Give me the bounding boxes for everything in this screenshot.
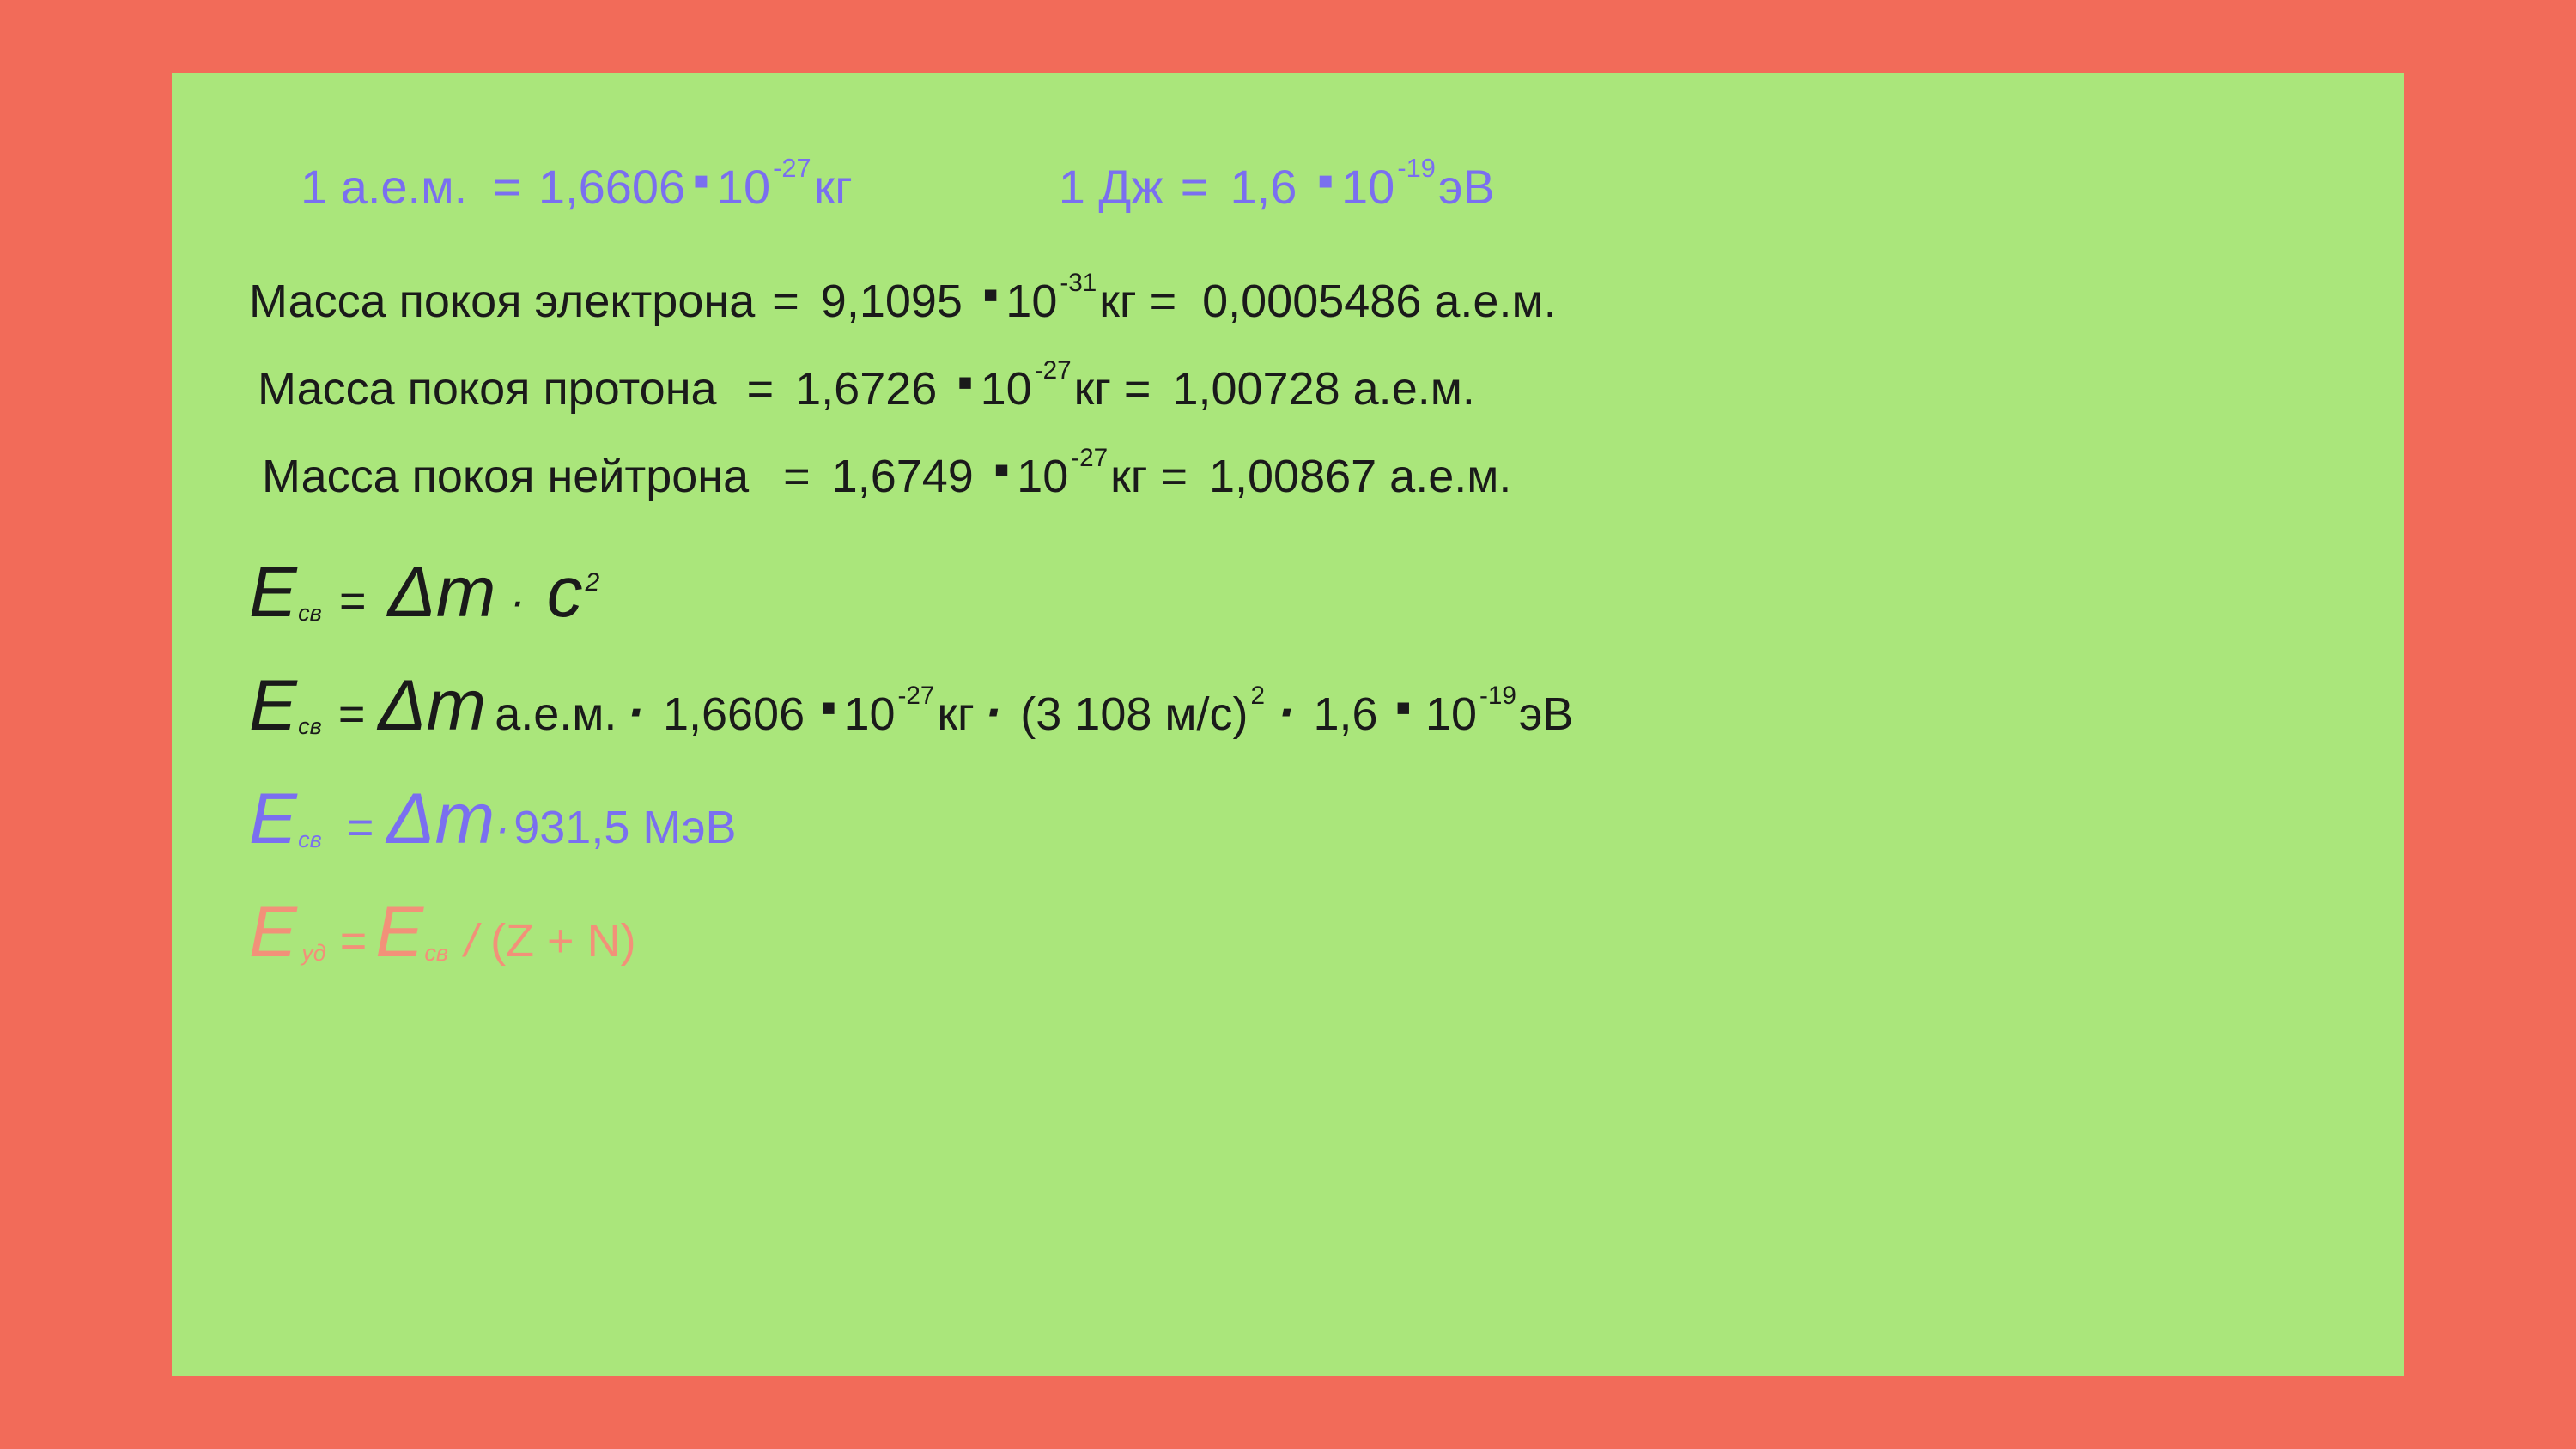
mult-dot-icon: ▪ [1317,152,1334,208]
delta-m: Δm [378,664,486,747]
eq-sign: = [747,362,775,415]
joule-label: 1 Дж [1059,159,1163,215]
squared-exponent: 2 [1250,682,1265,711]
joule-ev-unit: эВ [1438,159,1495,215]
unit-kg: кг [937,688,974,741]
energy-subscript: св [424,940,448,967]
unit-conversions-row: 1 а.е.м. = 1,6606 ▪ 10 -27 кг 1 Дж = 1,6… [249,159,2327,215]
neutron-label: Масса покоя нейтрона [262,450,749,503]
energy-subscript: св [298,600,322,627]
proton-label: Масса покоя протона [258,362,717,415]
eq-sign: = [1124,362,1151,415]
mev-value: 931,5 МэВ [513,801,736,854]
base-2: 10 [1425,688,1477,741]
exp-2: -19 [1479,682,1516,711]
mult-dot-icon: ▪ [1395,681,1412,734]
delta-m: Δm [388,550,496,634]
speed-of-light: c [547,550,583,634]
joule-exponent: -19 [1397,153,1436,184]
formula-block: E св = Δm · c 2 E св = Δm а.е.м. · 1,660… [249,550,2327,973]
proton-kg-unit: кг [1074,362,1111,415]
delta-m: Δm [386,777,495,860]
specific-energy-formula: E уд = E св / (Z + N) [249,890,2327,973]
proton-mass-row: Масса покоя протона = 1,6726 ▪ 10 -27 кг… [258,362,2327,415]
electron-base: 10 [1005,275,1057,328]
energy-subscript: св [298,827,322,853]
eq-sign: = [1181,159,1209,215]
energy-symbol: E [375,890,423,973]
eq-sign: = [783,450,811,503]
proton-amu-value: 1,00728 а.е.м. [1172,362,1474,415]
neutron-kg-value: 1,6749 [832,450,974,503]
mult-dot-icon: ▪ [993,443,1010,496]
neutron-base: 10 [1017,450,1068,503]
nucleon-count: (Z + N) [490,914,636,967]
proton-exponent: -27 [1035,356,1072,385]
mult-dot-icon: · [985,682,1002,742]
eq-sign: = [338,688,366,741]
coef-1: 1,6606 [663,688,805,741]
joule-ev-value: 1,6 [1230,159,1297,215]
proton-kg-value: 1,6726 [795,362,937,415]
amu-unit: а.е.м. [495,688,617,741]
mult-dot-icon: ▪ [982,268,999,321]
electron-amu-value: 0,0005486 а.е.м. [1202,275,1556,328]
amu-kg-value: 1,6606 [538,159,685,215]
eq-sign: = [493,159,521,215]
neutron-kg-unit: кг [1110,450,1147,503]
proton-base: 10 [981,362,1032,415]
mult-dot-icon: ▪ [693,152,710,208]
eq-sign: = [1160,450,1188,503]
energy-subscript: св [298,713,322,740]
eq-sign: = [772,275,799,328]
eq-sign: = [1150,275,1177,328]
amu-label: 1 а.е.м. [301,159,467,215]
neutron-exponent: -27 [1071,444,1108,473]
light-speed-term: (3 108 м/с) [1020,688,1248,741]
mid-dot-icon: · [495,801,503,854]
eq-sign: = [339,574,367,627]
energy-symbol: E [249,777,297,860]
electron-kg-value: 9,1095 [821,275,963,328]
content-panel: 1 а.е.м. = 1,6606 ▪ 10 -27 кг 1 Дж = 1,6… [172,73,2404,1376]
amu-kg-unit: кг [814,159,853,215]
eq-sign: = [347,801,374,854]
base-1: 10 [843,688,895,741]
binding-energy-formula-2: E св = Δm а.е.м. · 1,6606 ▪ 10 -27 кг · … [249,664,2327,747]
electron-label: Масса покоя электрона [249,275,755,328]
exp-1: -27 [898,682,935,711]
specific-subscript: уд [301,940,325,967]
binding-energy-formula-1: E св = Δm · c 2 [249,550,2327,634]
neutron-mass-row: Масса покоя нейтрона = 1,6749 ▪ 10 -27 к… [262,450,2327,503]
unit-ev: эВ [1519,688,1574,741]
amu-exponent: -27 [773,153,811,184]
slash: / [465,914,477,967]
squared-exponent: 2 [586,568,600,597]
energy-symbol: E [249,890,297,973]
mult-dot-icon: ▪ [820,681,836,734]
electron-mass-row: Масса покоя электрона = 9,1095 ▪ 10 -31 … [249,275,2327,328]
mult-dot-icon: ▪ [957,355,973,409]
energy-symbol: E [249,664,297,747]
energy-symbol: E [249,550,297,634]
mid-dot-icon: · [510,574,526,627]
electron-kg-unit: кг [1099,275,1136,328]
joule-base: 10 [1341,159,1394,215]
electron-exponent: -31 [1060,269,1097,298]
mult-dot-icon: · [627,682,644,742]
amu-base: 10 [717,159,770,215]
eq-sign: = [340,914,368,967]
neutron-amu-value: 1,00867 а.е.м. [1209,450,1511,503]
binding-energy-formula-3: E св = Δm · 931,5 МэВ [249,777,2327,860]
coef-2: 1,6 [1313,688,1377,741]
mult-dot-icon: · [1278,682,1295,742]
